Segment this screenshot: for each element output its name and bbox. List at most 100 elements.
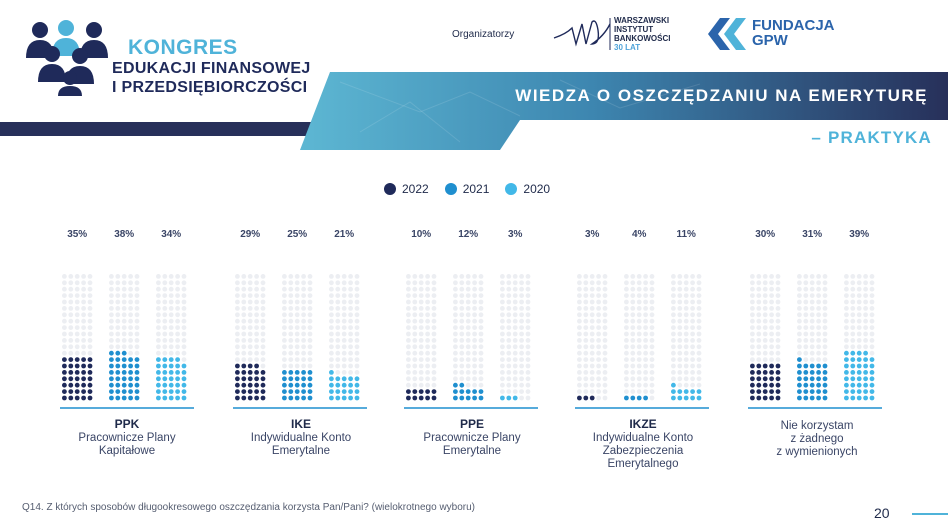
waffle-dot-empty: [809, 318, 815, 324]
waffle-dot-filled: [869, 376, 875, 382]
waffle-dot-empty: [602, 306, 608, 311]
waffle-dot-filled: [294, 389, 300, 394]
value-label-ike-2021: 25%: [287, 229, 307, 240]
waffle-dot-empty: [816, 306, 821, 311]
waffle-dot-empty: [519, 363, 524, 369]
waffle-dot-empty: [301, 318, 306, 324]
waffle-dot-empty: [301, 286, 306, 292]
waffle-dot-empty: [500, 280, 505, 286]
waffle-dot-empty: [856, 344, 862, 350]
waffle-dot-empty: [121, 299, 127, 305]
waffle-dot-empty: [453, 344, 458, 350]
banner-title: WIEDZA O OSZCZĘDZANIU NA EMERYTURĘ: [515, 86, 928, 105]
waffle-dot-filled: [162, 376, 168, 382]
waffle-dot-empty: [301, 344, 306, 350]
waffle-dot-empty: [630, 325, 636, 330]
waffle-dot-empty: [762, 325, 768, 330]
waffle-dot-empty: [863, 325, 868, 330]
waffle-dot-empty: [769, 331, 774, 337]
waffle-dot-empty: [519, 274, 524, 279]
waffle-dot-empty: [643, 389, 648, 394]
waffle-dot-empty: [459, 357, 465, 362]
waffle-dot-empty: [696, 312, 702, 318]
waffle-dot-empty: [512, 312, 518, 318]
waffle-dot-empty: [254, 331, 259, 337]
waffle-dot-empty: [62, 350, 67, 356]
waffle-dot-empty: [74, 286, 80, 292]
waffle-dot-empty: [254, 293, 259, 298]
waffle-dot-empty: [863, 331, 868, 337]
waffle-dot-empty: [602, 286, 608, 292]
page-number-underline: [912, 513, 948, 515]
waffle-dot-empty: [750, 293, 755, 298]
waffle-dot-empty: [109, 293, 114, 298]
category-abbr-ppe: PPE: [459, 417, 484, 431]
waffle-dot-empty: [756, 338, 762, 343]
waffle-dot-empty: [816, 318, 821, 324]
waffle-dot-empty: [235, 344, 240, 350]
waffle-dot-empty: [683, 382, 689, 388]
waffle-dot-empty: [750, 286, 755, 292]
waffle-dot-empty: [348, 331, 353, 337]
waffle-dot-empty: [472, 344, 477, 350]
waffle-dot-empty: [690, 274, 695, 279]
waffle-dot-empty: [418, 376, 424, 382]
waffle-dot-empty: [683, 318, 689, 324]
waffle-dot-empty: [506, 376, 512, 382]
waffle-dot-empty: [512, 363, 518, 369]
waffle-dot-empty: [181, 274, 187, 279]
waffle-dot-empty: [453, 286, 458, 292]
waffle-dot-empty: [756, 286, 762, 292]
waffle-dot-filled: [756, 363, 762, 369]
waffle-dot-empty: [596, 357, 601, 362]
waffle-dot-filled: [809, 376, 815, 382]
waffle-dot-empty: [809, 280, 815, 286]
waffle-dot-empty: [809, 274, 815, 279]
waffle-dot-empty: [630, 318, 636, 324]
waffle-dot-empty: [596, 286, 601, 292]
wib-line-1: WARSZAWSKI: [614, 16, 670, 25]
waffle-dot-empty: [307, 280, 313, 286]
waffle-dot-filled: [241, 370, 247, 375]
waffle-dot-empty: [335, 344, 341, 350]
waffle-dot-filled: [128, 370, 134, 375]
waffle-dot-empty: [525, 331, 531, 337]
waffle-dot-empty: [478, 325, 484, 330]
waffle-dot-empty: [162, 325, 168, 330]
waffle-dot-filled: [115, 370, 121, 375]
waffle-dot-filled: [260, 395, 266, 401]
waffle-dot-empty: [643, 370, 648, 375]
waffle-dot-filled: [869, 370, 875, 375]
waffle-dot-empty: [62, 293, 67, 298]
waffle-dot-empty: [87, 350, 93, 356]
waffle-dot-empty: [671, 350, 676, 356]
waffle-dot-empty: [128, 344, 134, 350]
waffle-dot-empty: [506, 350, 512, 356]
waffle-dot-empty: [109, 306, 114, 311]
waffle-dot-empty: [636, 306, 642, 311]
waffle-dot-empty: [307, 325, 313, 330]
waffle-dot-empty: [109, 299, 114, 305]
waffle-dot-empty: [769, 325, 774, 330]
waffle-dot-filled: [809, 395, 815, 401]
waffle-dot-empty: [500, 318, 505, 324]
waffle-dot-filled: [168, 376, 174, 382]
waffle-dot-empty: [425, 318, 430, 324]
waffle-dot-empty: [235, 357, 240, 362]
waffle-dot-empty: [162, 306, 168, 311]
waffle-dot-empty: [577, 382, 582, 388]
waffle-dot-empty: [683, 376, 689, 382]
waffle-dot-empty: [750, 350, 755, 356]
waffle-dot-empty: [809, 350, 815, 356]
waffle-dot-empty: [418, 318, 424, 324]
waffle-dot-filled: [181, 370, 187, 375]
waffle-dot-empty: [809, 357, 815, 362]
waffle-dot-empty: [869, 312, 875, 318]
waffle-dot-filled: [869, 382, 875, 388]
waffle-dot-empty: [869, 286, 875, 292]
waffle-dot-filled: [68, 370, 74, 375]
waffle-dot-empty: [329, 299, 334, 305]
waffle-dot-empty: [863, 280, 868, 286]
waffle-dot-empty: [472, 274, 477, 279]
